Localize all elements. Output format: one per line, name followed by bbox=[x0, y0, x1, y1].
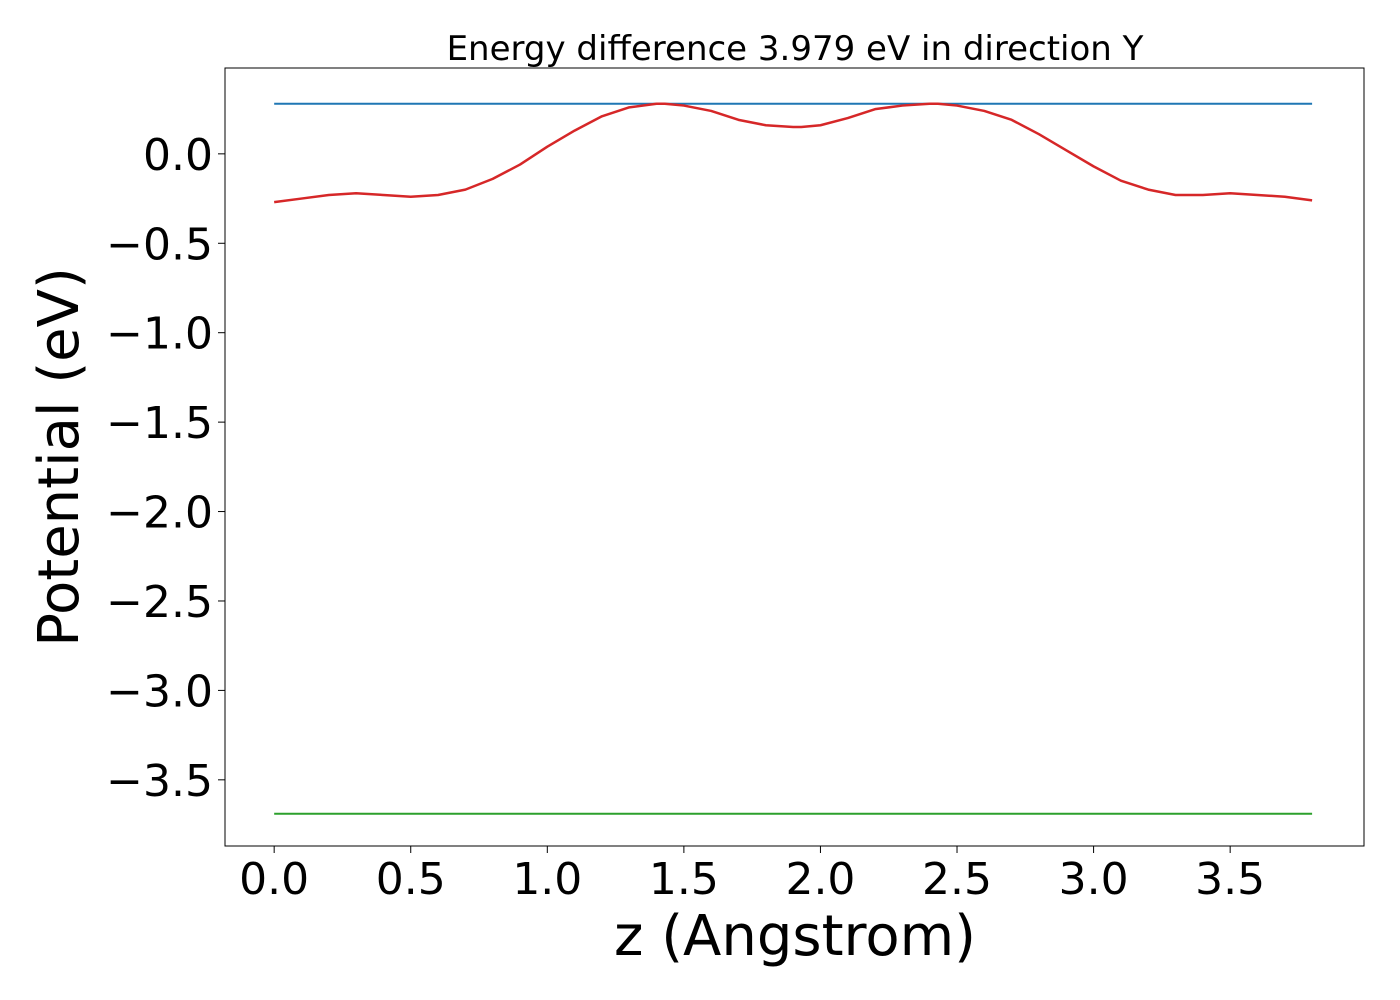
x-tick-label: 2.0 bbox=[785, 854, 855, 905]
x-axis-label: z (Angstrom) bbox=[614, 904, 976, 969]
y-tick-label: −3.5 bbox=[106, 756, 213, 807]
x-tick-label: 0.5 bbox=[376, 854, 446, 905]
series-line-1 bbox=[274, 102, 1313, 204]
x-tick-label: 3.5 bbox=[1195, 854, 1265, 905]
y-tick-label: −0.5 bbox=[106, 219, 213, 270]
x-tick-label: 3.0 bbox=[1059, 854, 1129, 905]
x-tick-label: 1.5 bbox=[649, 854, 719, 905]
y-tick-label: −1.5 bbox=[106, 398, 213, 449]
x-tick-label: 1.0 bbox=[512, 854, 582, 905]
y-axis-label: Potential (eV) bbox=[27, 267, 92, 647]
y-tick-label: −2.0 bbox=[106, 488, 213, 539]
x-tick-label: 2.5 bbox=[922, 854, 992, 905]
y-tick-label: −1.0 bbox=[106, 309, 213, 360]
chart-title: Energy difference 3.979 eV in direction … bbox=[447, 29, 1144, 69]
y-tick-label: −3.0 bbox=[106, 666, 213, 717]
axes-layer: 0.0 0.5 1.0 1.5 2.0 2.5 3.0 3.5 0.0 −0.5 −1.0 −1.5 −… bbox=[106, 67, 1365, 905]
y-tick-label: 0.0 bbox=[143, 130, 213, 181]
plot-frame bbox=[224, 67, 1365, 847]
y-tick-label: −2.5 bbox=[106, 577, 213, 628]
series-layer bbox=[274, 102, 1313, 815]
x-tick-label: 0.0 bbox=[239, 854, 309, 905]
